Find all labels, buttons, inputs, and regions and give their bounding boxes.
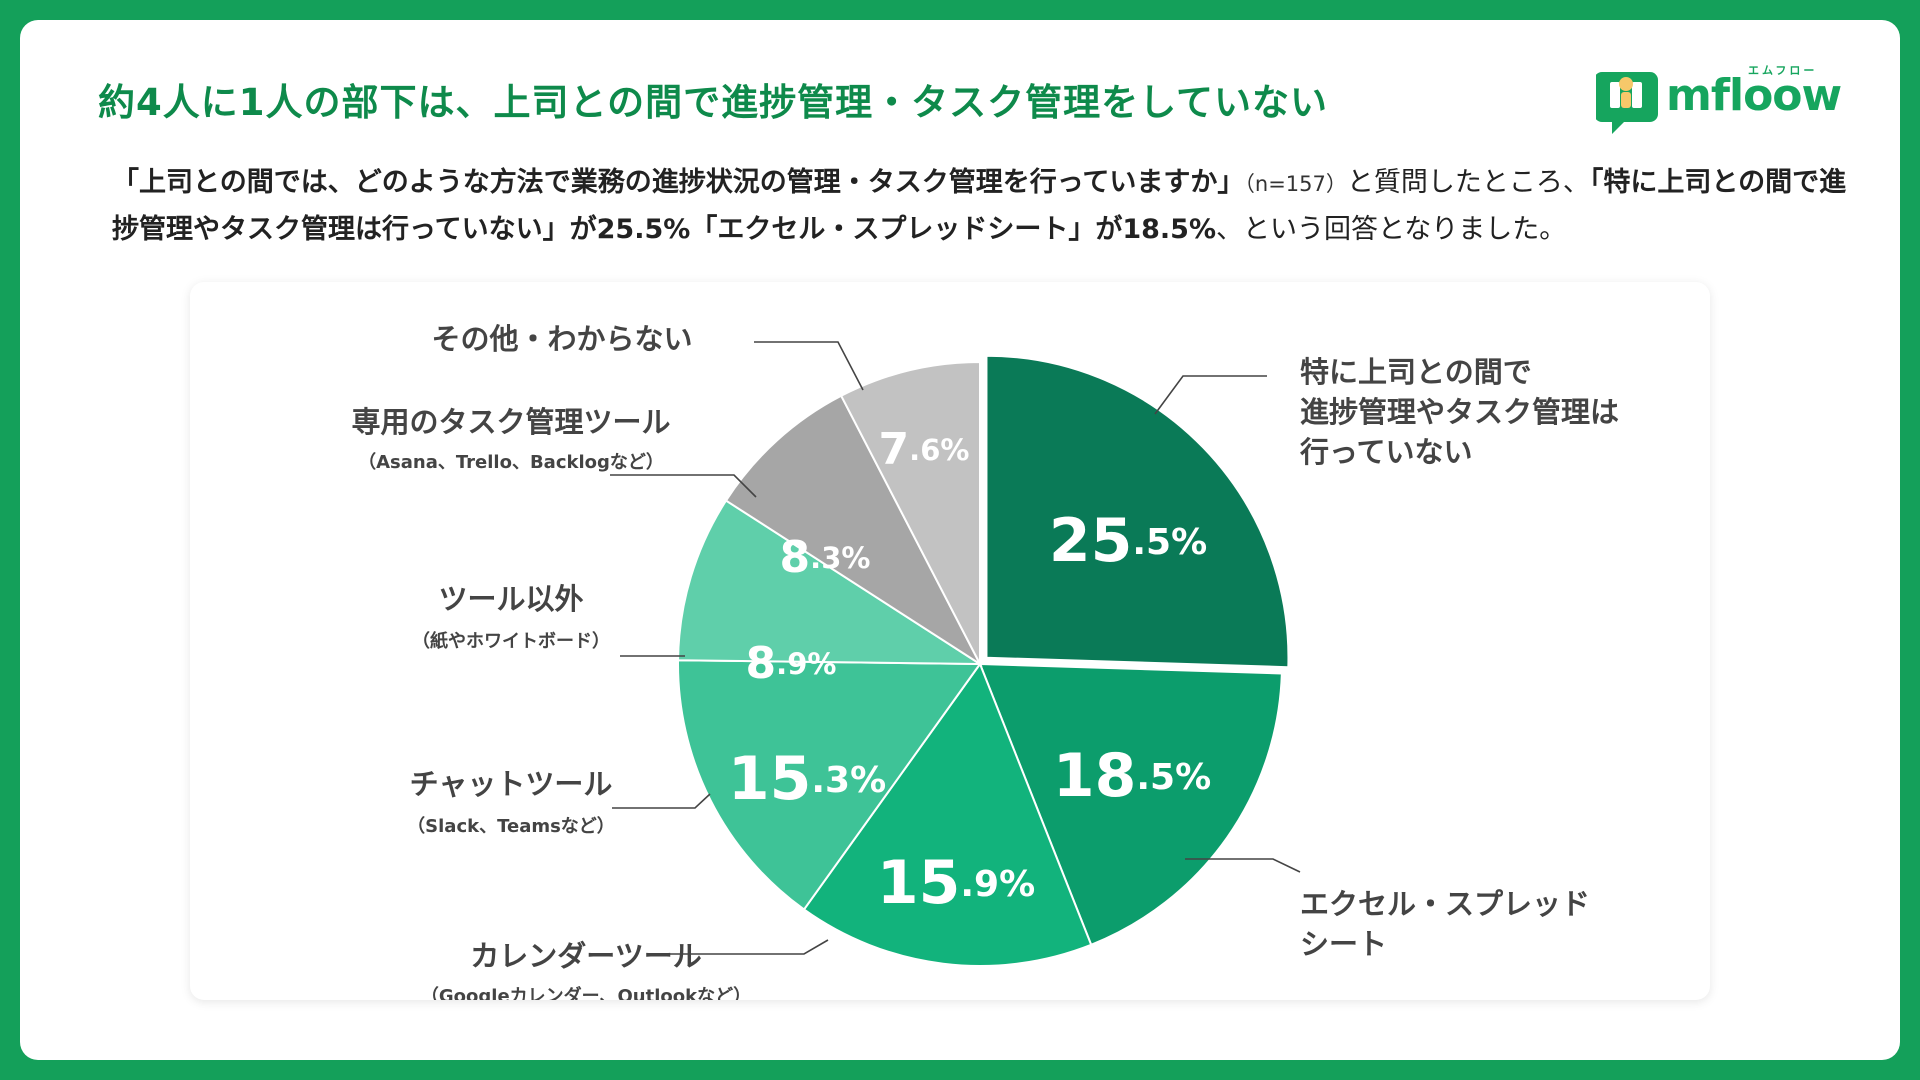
category-label: 行っていない bbox=[1299, 435, 1473, 469]
slice-value-dec: .3% bbox=[811, 760, 886, 801]
category-sublabel: （Slack、Teamsなど） bbox=[407, 816, 615, 837]
slice-value-int: 7 bbox=[879, 424, 910, 475]
slice-value-int: 8 bbox=[746, 638, 777, 689]
slice-value-label: 8.3% bbox=[780, 532, 871, 583]
slice-value-label: 25.5% bbox=[1049, 506, 1207, 576]
logo-icon bbox=[1596, 72, 1658, 134]
slice-value-label: 15.9% bbox=[877, 848, 1035, 918]
slice-value-label: 7.6% bbox=[879, 424, 970, 475]
pie-slice bbox=[839, 360, 981, 665]
logo-kana: エムフロー bbox=[1748, 64, 1818, 77]
pie-slice bbox=[677, 659, 982, 911]
description-sample: （n=157） bbox=[1244, 172, 1347, 196]
leader-line bbox=[660, 939, 829, 955]
pie-slice bbox=[978, 662, 1283, 947]
category-label: カレンダーツール bbox=[470, 939, 701, 973]
pie-slice bbox=[724, 394, 983, 667]
category-sublabel: （紙やホワイトボード） bbox=[412, 630, 610, 652]
category-label: 専用のタスク管理ツール bbox=[351, 405, 670, 439]
mfloow-logo: エムフロー mfloow bbox=[1596, 62, 1856, 142]
slice-value-int: 15 bbox=[877, 848, 961, 918]
slice-value-dec: .5% bbox=[1136, 757, 1211, 798]
slice-value-dec: .9% bbox=[960, 864, 1035, 905]
category-label: ツール以外 bbox=[438, 582, 583, 616]
description-tail: 、という回答となりました。 bbox=[1216, 214, 1567, 245]
slice-value-int: 15 bbox=[728, 744, 812, 814]
slice-value-label: 18.5% bbox=[1053, 741, 1211, 811]
slice-value-dec: .6% bbox=[909, 433, 969, 467]
category-sublabel: （Asana、Trello、Backlogなど） bbox=[358, 452, 664, 473]
pie-slice bbox=[802, 661, 1093, 967]
description: 「上司との間では、どのような方法で業務の進捗状況の管理・タスク管理を行っています… bbox=[112, 160, 1852, 252]
leader-line bbox=[754, 341, 864, 391]
slice-value-dec: .3% bbox=[810, 541, 870, 575]
description-answer2: 「エクセル・スプレッドシート」が18.5% bbox=[690, 214, 1216, 245]
description-question: 「上司との間では、どのような方法で業務の進捗状況の管理・タスク管理を行っています… bbox=[112, 167, 1245, 198]
slice-value-dec: .5% bbox=[1132, 522, 1207, 563]
page-title: 約4人に1人の部下は、上司との間で進捗管理・タスク管理をしていない bbox=[98, 81, 1329, 124]
pie-chart: 25.5%18.5%15.9%15.3%8.9%8.3%7.6%特に上司との間で… bbox=[351, 322, 1619, 1000]
category-label: エクセル・スプレッド bbox=[1300, 887, 1590, 921]
category-label: シート bbox=[1300, 927, 1387, 961]
category-sublabel: （Googleカレンダー、Outlookなど） bbox=[421, 985, 751, 1000]
slice-value-int: 8 bbox=[780, 532, 811, 583]
content-card: 約4人に1人の部下は、上司との間で進捗管理・タスク管理をしていない エムフロー … bbox=[20, 20, 1900, 1060]
slice-value-label: 15.3% bbox=[728, 744, 886, 814]
category-label: 進捗管理やタスク管理は bbox=[1300, 395, 1619, 429]
slice-value-int: 25 bbox=[1049, 506, 1133, 576]
pie-slice bbox=[677, 499, 984, 666]
leader-line bbox=[610, 474, 757, 498]
logo-wordmark: mfloow bbox=[1666, 70, 1842, 121]
slice-value-label: 8.9% bbox=[746, 638, 837, 689]
category-label: その他・わからない bbox=[431, 322, 692, 356]
category-label: チャットツール bbox=[410, 767, 613, 801]
chart-panel: 25.5% 18.5% 15.9% 15.3% 8.9% 8.3% 7.6% 特に上司との間で… bbox=[190, 282, 1710, 1000]
leader-line bbox=[1154, 375, 1267, 415]
pie-slice bbox=[985, 354, 1290, 669]
description-mid: と質問したところ、 bbox=[1346, 167, 1590, 198]
leader-line bbox=[612, 793, 711, 809]
category-label: 特に上司との間で bbox=[1300, 355, 1532, 389]
leader-line bbox=[1185, 858, 1301, 873]
slice-value-dec: .9% bbox=[776, 647, 836, 681]
slice-value-int: 18 bbox=[1053, 741, 1137, 811]
description-answer1: 「特に上司との間で進捗管理やタスク管理は行っていない」が25.5% bbox=[112, 167, 1847, 245]
